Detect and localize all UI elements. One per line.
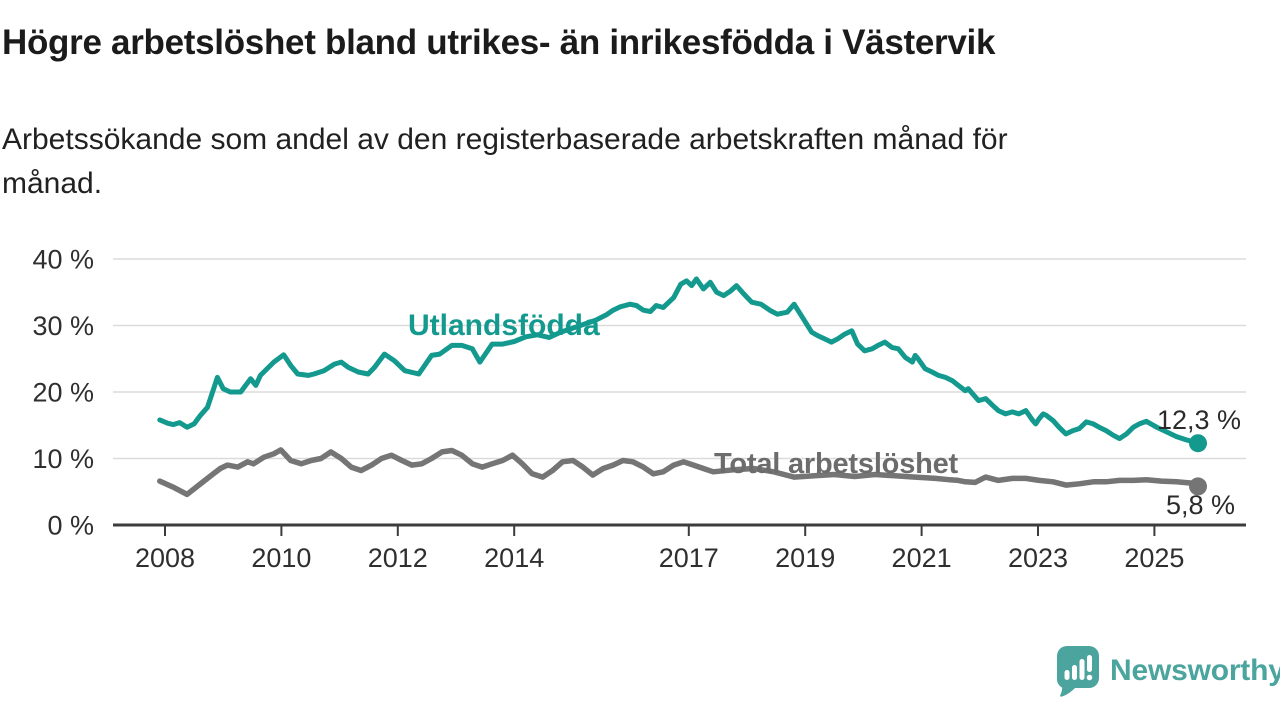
end-value-label-utlandsfodda: 12,3 %	[1157, 405, 1242, 435]
x-tick-label: 2023	[1008, 543, 1068, 573]
newsworthy-speech-bubble-bar-chart-icon	[1056, 646, 1099, 697]
series-label-total-arbetsloshet: Total arbetslöshet	[714, 448, 959, 480]
x-tick-label: 2014	[484, 543, 544, 573]
y-tick-label: 30 %	[32, 311, 94, 341]
series-line-0	[157, 276, 1201, 446]
end-value-label-total: 5,8 %	[1166, 490, 1236, 520]
x-tick-label: 2025	[1124, 543, 1184, 573]
y-tick-label: 40 %	[32, 245, 94, 275]
newsworthy-logo: Newsworthy	[1054, 645, 1280, 697]
series-label-utlandsfodda: Utlandsfödda	[408, 309, 600, 342]
y-tick-label: 10 %	[32, 444, 94, 474]
chart-title: Högre arbetslöshet bland utrikes- än inr…	[2, 23, 996, 62]
chart-subtitle-line1: Arbetssökande som andel av den registerb…	[2, 123, 1008, 156]
x-tick-label: 2012	[368, 543, 428, 573]
series-end-dot-0	[1189, 434, 1207, 453]
brand-wordmark: Newsworthy	[1110, 654, 1280, 687]
y-tick-label: 20 %	[32, 378, 94, 408]
x-tick-label: 2010	[251, 543, 311, 573]
chart-subtitle: Arbetssökande som andel av den registerb…	[2, 118, 1232, 206]
series-end-dot-1	[1189, 477, 1207, 496]
x-tick-label: 2021	[892, 543, 952, 573]
series-line-1	[157, 447, 1201, 498]
x-tick-label: 2008	[135, 543, 195, 573]
x-tick-label: 2019	[775, 543, 835, 573]
x-tick-label: 2017	[659, 543, 719, 573]
y-tick-label: 0 %	[47, 511, 94, 541]
chart-subtitle-line2: månad.	[2, 167, 103, 200]
